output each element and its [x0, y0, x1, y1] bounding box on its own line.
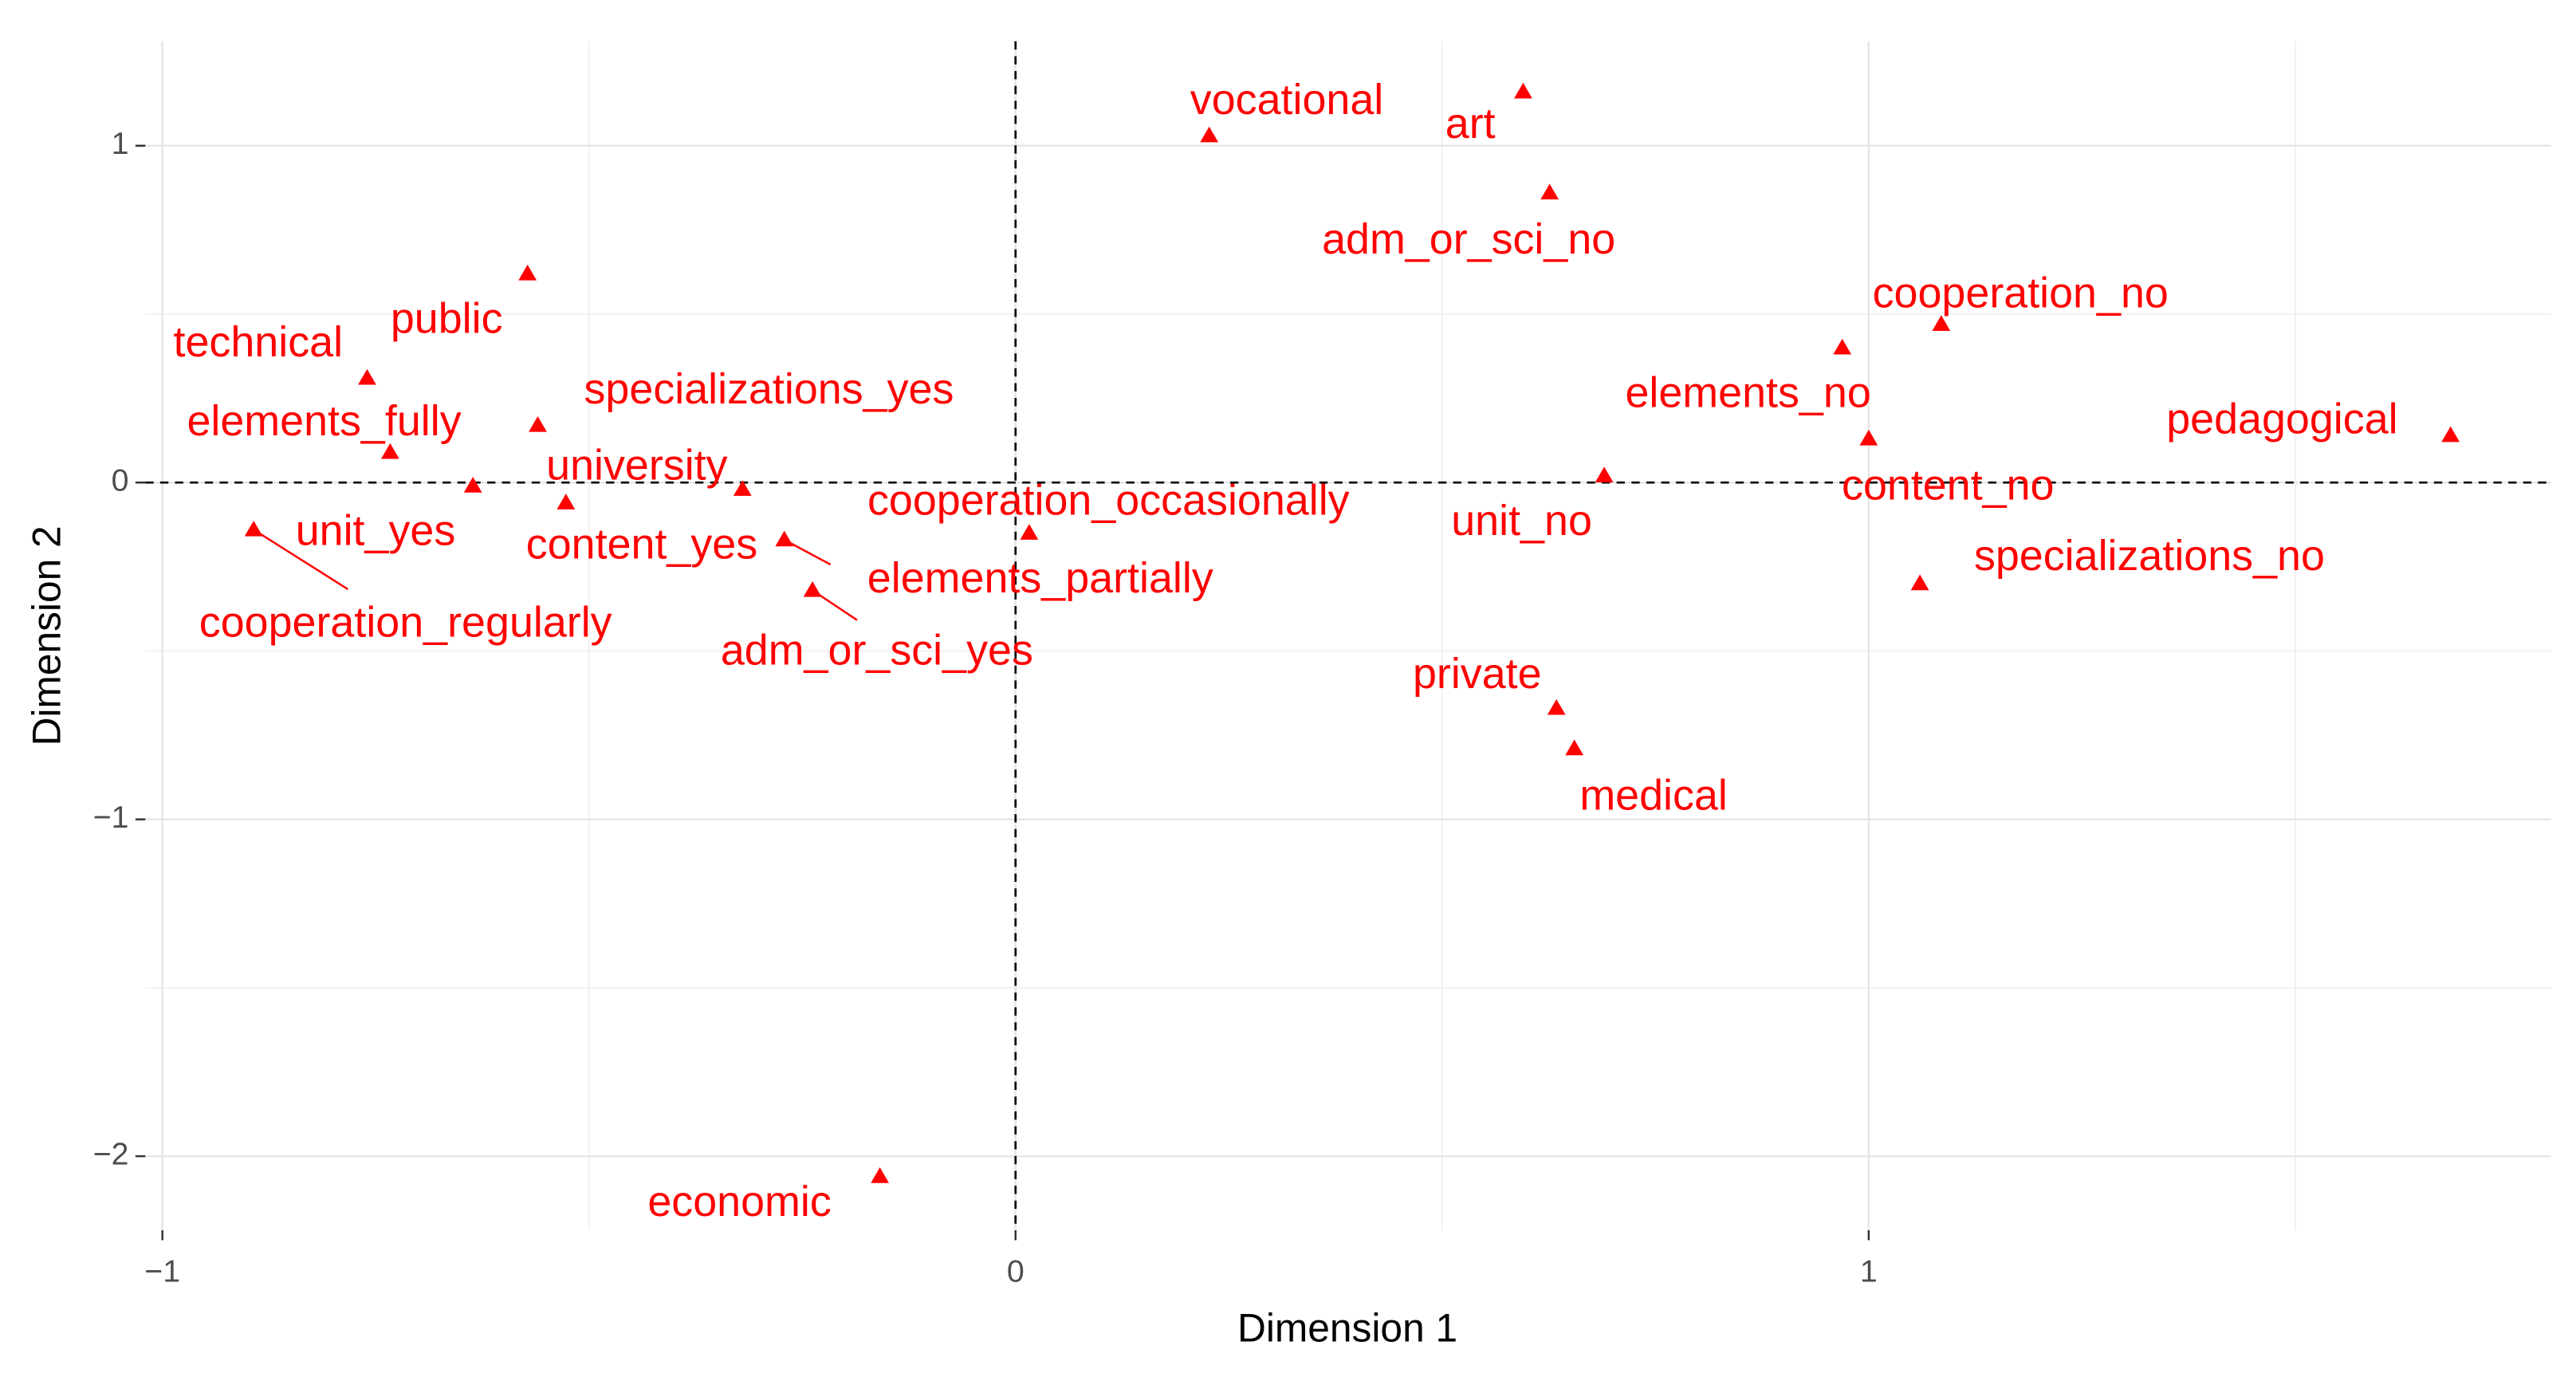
point: [244, 520, 263, 537]
point-label: medical: [1579, 771, 1728, 819]
point-label: pedagogical: [2166, 395, 2397, 443]
point: [518, 264, 537, 281]
point-label: unit_yes: [296, 507, 456, 555]
point: [1514, 82, 1532, 99]
point: [1595, 466, 1614, 483]
point-label: cooperation_no: [1873, 269, 2169, 317]
point-label: elements_fully: [187, 397, 461, 445]
point: [2441, 426, 2460, 443]
leader-line: [784, 538, 832, 566]
point: [1020, 524, 1039, 540]
point-label: public: [391, 295, 503, 343]
point: [871, 1167, 890, 1183]
point-label: adm_or_sci_yes: [721, 626, 1033, 674]
point-label: elements_partially: [867, 554, 1213, 602]
point-label: specializations_no: [1974, 532, 2325, 580]
point: [803, 580, 822, 597]
point: [1910, 574, 1929, 591]
point: [556, 494, 576, 509]
point: [1547, 698, 1566, 715]
x-tick-label: 1: [1860, 1253, 1878, 1288]
point-label: content_yes: [526, 520, 757, 568]
point-label: cooperation_occasionally: [867, 477, 1350, 525]
point: [733, 480, 752, 496]
y-tick-label: −2: [93, 1136, 129, 1171]
y-tick-label: −1: [93, 800, 129, 835]
x-axis-title: Dimension 1: [1237, 1305, 1457, 1350]
leader-line: [253, 529, 348, 590]
point-label: university: [546, 441, 727, 489]
point: [1540, 183, 1559, 200]
x-tick-label: 0: [1007, 1253, 1025, 1288]
point: [463, 477, 482, 493]
point-label: specializations_yes: [584, 365, 954, 413]
point-label: private: [1413, 650, 1542, 698]
point: [1859, 429, 1878, 446]
y-tick-label: 1: [112, 126, 129, 161]
point-label: vocational: [1190, 76, 1383, 124]
point: [529, 415, 547, 432]
point-label: cooperation_regularly: [199, 599, 612, 647]
point-label: adm_or_sci_no: [1322, 215, 1615, 263]
point: [358, 368, 376, 385]
y-tick-label: 0: [112, 463, 129, 498]
point-label: unit_no: [1451, 497, 1592, 545]
point: [1565, 739, 1584, 756]
point: [1833, 338, 1852, 355]
point: [1200, 126, 1219, 143]
point: [775, 530, 794, 547]
point-label: art: [1445, 100, 1496, 148]
point: [1932, 315, 1951, 331]
y-axis-title: Dimension 2: [24, 525, 69, 746]
point-label: elements_no: [1625, 369, 1870, 417]
point-label: content_no: [1842, 462, 2054, 509]
point: [380, 443, 399, 459]
point-label: technical: [174, 318, 344, 366]
x-tick-label: −1: [144, 1253, 180, 1288]
point-label: economic: [647, 1178, 831, 1225]
